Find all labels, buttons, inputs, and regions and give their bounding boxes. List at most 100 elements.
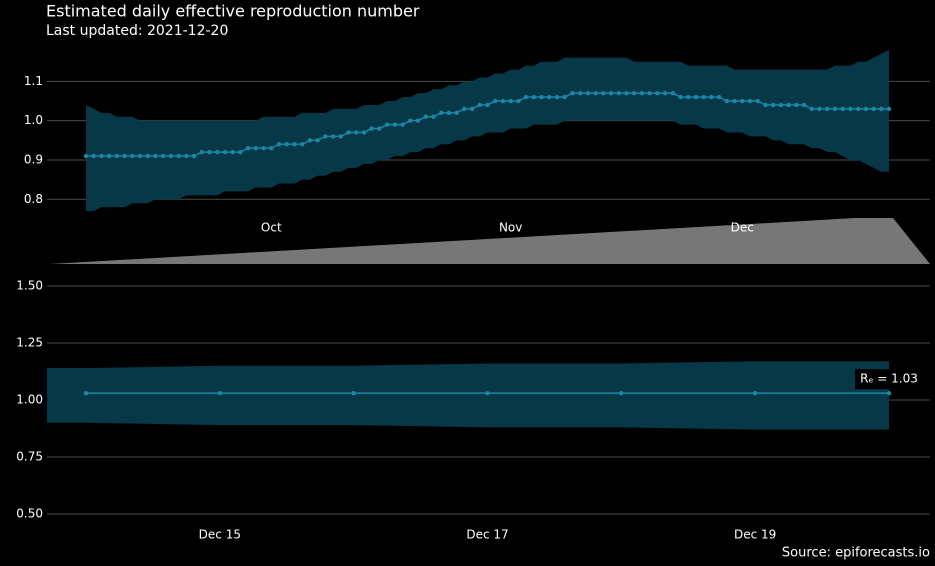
- annotation-box: [855, 369, 923, 390]
- estimate-point: [732, 98, 737, 104]
- estimate-point: [161, 153, 166, 159]
- x-tick-label: Dec 19: [734, 528, 776, 542]
- range-selector[interactable]: [50, 218, 930, 264]
- estimate-point: [508, 98, 513, 104]
- estimate-point: [346, 130, 351, 135]
- x-tick-label: Dec: [731, 221, 754, 235]
- estimate-point: [276, 142, 282, 147]
- estimate-point: [770, 102, 776, 108]
- estimate-point: [871, 106, 876, 112]
- estimate-point: [392, 122, 398, 127]
- estimate-point: [446, 110, 452, 116]
- estimate-point: [670, 90, 676, 96]
- estimate-point: [217, 390, 223, 396]
- estimate-point: [817, 106, 822, 112]
- estimate-point: [647, 90, 652, 96]
- estimate-point: [351, 390, 356, 396]
- estimate-point: [539, 94, 544, 100]
- estimate-point: [601, 90, 606, 96]
- estimate-point: [786, 102, 791, 108]
- estimate-point: [462, 106, 467, 112]
- estimate-point: [493, 98, 498, 104]
- y-tick-label: 1.25: [16, 335, 43, 349]
- estimate-point: [632, 90, 637, 96]
- estimate-point: [523, 94, 529, 100]
- estimate-point: [253, 145, 259, 151]
- estimate-point: [747, 98, 753, 104]
- estimate-point: [547, 94, 552, 100]
- estimate-point: [122, 153, 127, 159]
- estimate-point: [879, 106, 884, 112]
- estimate-point: [199, 149, 205, 155]
- estimate-point: [238, 149, 243, 155]
- estimate-point: [99, 153, 104, 159]
- estimate-point: [83, 390, 89, 396]
- estimate-point: [855, 106, 861, 112]
- estimate-point: [354, 130, 359, 135]
- estimate-point: [114, 153, 120, 159]
- estimate-point: [91, 153, 96, 159]
- estimate-point: [137, 153, 143, 159]
- annotation: Rₑ = 1.03: [855, 369, 923, 390]
- estimate-point: [361, 130, 367, 135]
- estimate-point: [83, 153, 89, 159]
- estimate-point: [655, 90, 660, 96]
- estimate-point: [516, 98, 521, 104]
- estimate-point: [693, 94, 699, 100]
- estimate-point: [701, 94, 706, 100]
- estimate-point: [709, 94, 714, 100]
- estimate-point: [469, 106, 475, 112]
- estimate-point: [778, 102, 784, 108]
- estimate-point: [662, 90, 668, 96]
- estimate-point: [500, 98, 506, 104]
- estimate-point: [315, 138, 320, 143]
- confidence-band: [47, 361, 889, 430]
- annotation-text: Rₑ = 1.03: [860, 372, 918, 386]
- estimate-point: [261, 145, 266, 151]
- estimate-point: [678, 94, 683, 100]
- estimate-point: [477, 102, 482, 108]
- estimate-point: [338, 134, 343, 139]
- estimate-point: [570, 90, 575, 96]
- estimate-point: [245, 145, 251, 151]
- y-tick-label: 0.9: [24, 152, 43, 166]
- estimate-point: [639, 90, 645, 96]
- estimate-point: [593, 90, 598, 96]
- estimate-point: [215, 149, 220, 155]
- estimate-point: [307, 138, 313, 143]
- estimate-point: [184, 153, 189, 159]
- chart-title: Estimated daily effective reproduction n…: [46, 2, 420, 21]
- estimate-point: [485, 390, 490, 396]
- x-tick-label: Oct: [261, 221, 282, 235]
- estimate-point: [400, 122, 405, 127]
- estimate-point: [794, 102, 799, 108]
- estimate-point: [886, 390, 892, 396]
- estimate-point: [863, 106, 869, 112]
- estimate-point: [299, 142, 305, 147]
- y-tick-label: 1.50: [16, 278, 43, 292]
- estimate-point: [624, 90, 629, 96]
- estimate-point: [454, 110, 459, 116]
- estimate-point: [408, 118, 413, 123]
- estimate-point: [222, 149, 228, 155]
- estimate-point: [130, 153, 135, 159]
- estimate-point: [809, 106, 814, 112]
- y-tick-label: 1.1: [24, 74, 43, 88]
- estimate-point: [886, 106, 892, 112]
- estimate-point: [153, 153, 158, 159]
- y-tick-label: 0.8: [24, 192, 43, 206]
- estimate-point: [755, 98, 760, 104]
- estimate-point: [415, 118, 421, 123]
- y-tick-label: 1.0: [24, 113, 43, 127]
- estimate-point: [438, 110, 444, 116]
- confidence-band: [86, 49, 889, 212]
- estimate-point: [619, 390, 624, 396]
- estimate-point: [608, 90, 614, 96]
- estimate-point: [686, 94, 691, 100]
- estimate-point: [168, 153, 174, 159]
- estimate-point: [330, 134, 336, 139]
- estimate-point: [577, 90, 583, 96]
- estimate-point: [423, 114, 428, 119]
